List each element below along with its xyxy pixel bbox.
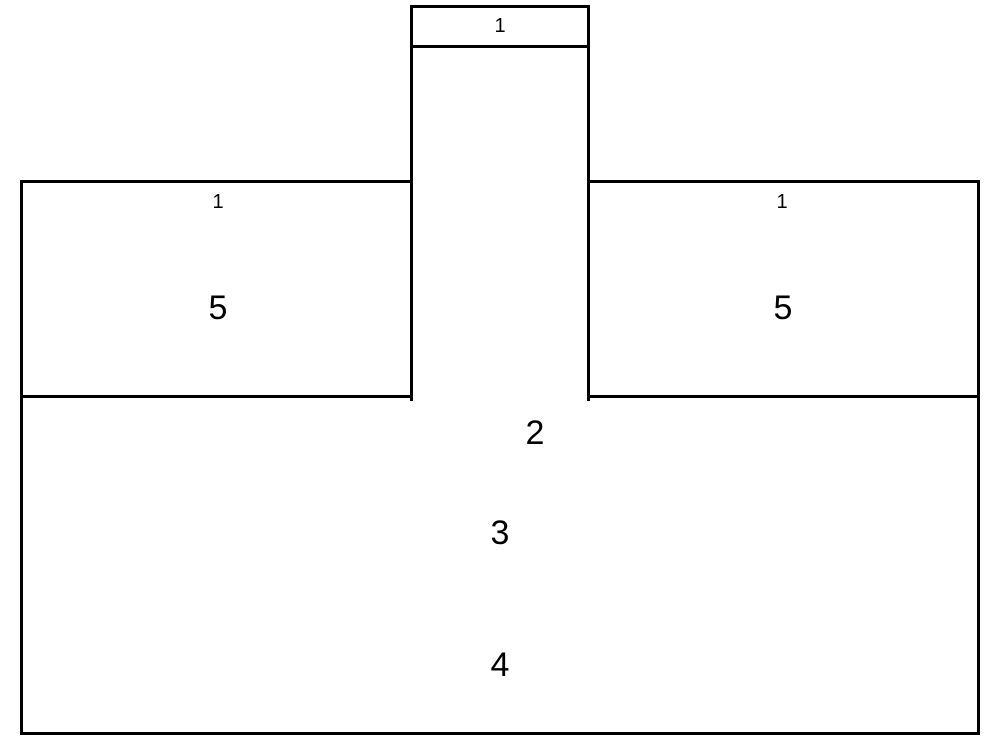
top-1-label: 1: [494, 15, 505, 38]
left-region-5: 5: [20, 220, 413, 398]
layer-3: 3: [20, 465, 980, 598]
left-5-label: 5: [209, 289, 228, 328]
layer-3-label: 3: [491, 514, 510, 553]
layer-2-label: 2: [526, 414, 545, 453]
cross-section-diagram: 4 3 2 5 5 1 1 1: [20, 5, 980, 735]
left-region-1: 1: [20, 180, 413, 222]
layer-2: 2: [20, 395, 980, 468]
layer-4-label: 4: [491, 646, 510, 685]
layer-4: 4: [20, 595, 980, 735]
right-region-5: 5: [587, 220, 980, 398]
right-1-label: 1: [776, 191, 787, 214]
right-5-label: 5: [774, 289, 793, 328]
pillar: [410, 45, 590, 401]
top-region-1: 1: [410, 5, 590, 48]
right-region-1: 1: [587, 180, 980, 222]
left-1-label: 1: [212, 191, 223, 214]
